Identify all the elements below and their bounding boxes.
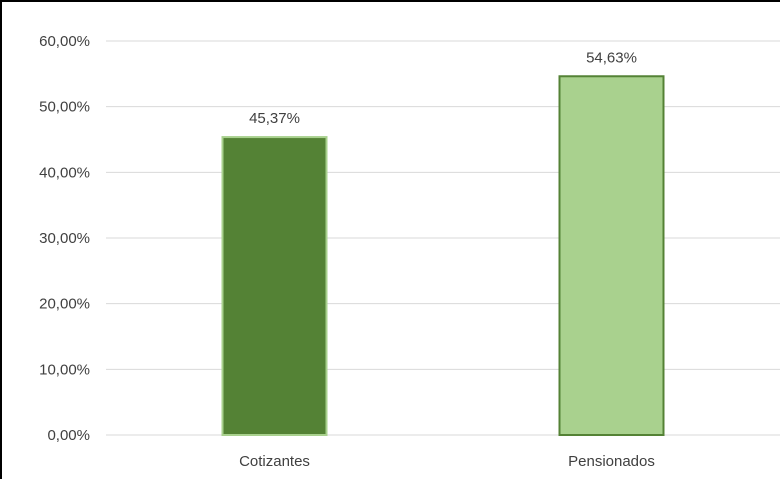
- y-tick-label: 40,00%: [39, 164, 90, 181]
- y-tick-label: 30,00%: [39, 230, 90, 247]
- x-category-label: Cotizantes: [239, 453, 310, 470]
- y-tick-label: 20,00%: [39, 296, 90, 313]
- y-tick-label: 60,00%: [39, 33, 90, 50]
- x-category-label: Pensionados: [568, 453, 655, 470]
- y-tick-label: 10,00%: [39, 361, 90, 378]
- data-label: 45,37%: [249, 110, 300, 127]
- bar-pensionados: [558, 75, 665, 436]
- data-label: 54,63%: [586, 49, 637, 66]
- y-tick-label: 50,00%: [39, 99, 90, 116]
- y-tick-label: 0,00%: [47, 427, 90, 444]
- bar-cotizantes: [221, 136, 328, 436]
